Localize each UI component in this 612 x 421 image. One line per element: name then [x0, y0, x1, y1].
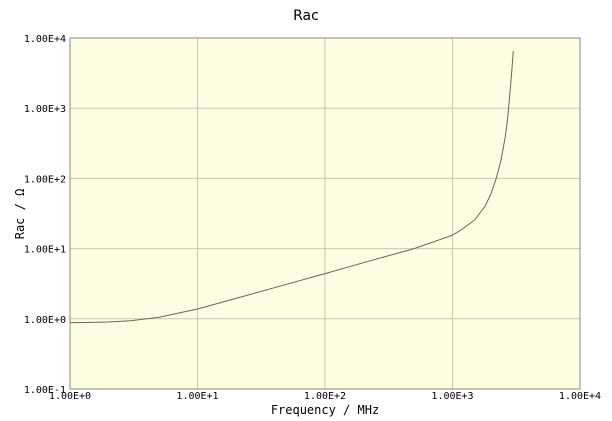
x-tick-label: 1.00E+3	[431, 391, 473, 402]
series-line-rac	[69, 51, 514, 324]
x-tick-label: 1.00E+2	[304, 391, 346, 402]
y-axis-title: Rac / Ω	[13, 189, 27, 240]
y-axis-ticks: 1.00E-1 1.00E+0 1.00E+1 1.00E+2 1.00E+3 1.00E…	[24, 34, 66, 396]
chart-title: Rac	[293, 8, 319, 24]
x-tick-label: 1.00E+0	[49, 391, 91, 402]
x-axis-title: Frequency / MHz	[271, 403, 379, 417]
x-tick-label: 1.00E+1	[176, 391, 218, 402]
y-tick-label: 1.00E-1	[24, 385, 66, 396]
y-tick-label: 1.00E+4	[24, 34, 66, 45]
y-tick-label: 1.00E+3	[24, 104, 66, 115]
x-tick-label: 1.00E+4	[559, 391, 601, 402]
y-tick-label: 1.00E+1	[24, 245, 66, 256]
grid-lines	[70, 38, 580, 389]
y-tick-label: 1.00E+2	[24, 174, 66, 185]
plot-frame	[69, 37, 581, 390]
y-tick-label: 1.00E+0	[24, 315, 66, 326]
x-axis-ticks: 1.00E+0 1.00E+1 1.00E+2 1.00E+3 1.00E+4	[49, 391, 601, 402]
